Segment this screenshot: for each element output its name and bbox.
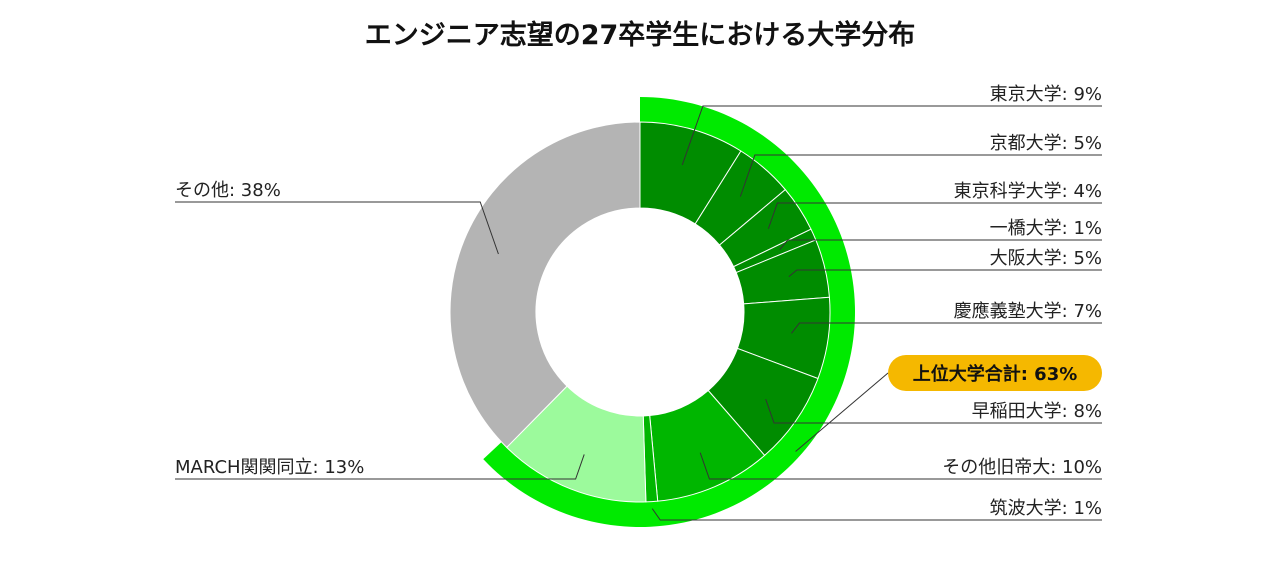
highlight-badge-background — [888, 355, 1102, 391]
highlight-leader-line — [795, 372, 889, 452]
slice-label-9: MARCH関関同立: 13% — [175, 457, 364, 478]
leader-lines — [175, 105, 1102, 521]
leader-line-3 — [779, 239, 1102, 250]
donut-slices — [449, 121, 831, 503]
slice-label-10: その他: 38% — [175, 180, 281, 201]
slice-label-1: 京都大学: 5% — [990, 133, 1102, 154]
slice-label-0: 東京大学: 9% — [990, 84, 1102, 105]
slice-label-3: 一橋大学: 1% — [990, 218, 1102, 239]
leader-line-6 — [765, 399, 1102, 424]
leader-line-4 — [788, 269, 1102, 278]
leader-line-2 — [767, 202, 1102, 229]
leader-line-8 — [651, 508, 1102, 521]
leader-line-10 — [175, 201, 499, 255]
highlight-badge: 上位大学合計: 63% — [888, 355, 1102, 391]
chart-title: エンジニア志望の27卒学生における大学分布 — [365, 19, 916, 51]
highlight-ring-arc — [483, 97, 855, 527]
slice-label-4: 大阪大学: 5% — [990, 248, 1102, 269]
leader-line-1 — [739, 154, 1102, 197]
leader-line-7 — [699, 452, 1102, 480]
slice-label-5: 慶應義塾大学: 7% — [954, 300, 1102, 322]
leader-line-5 — [791, 322, 1102, 334]
leader-line-0 — [681, 105, 1102, 166]
slice-10 — [449, 121, 641, 449]
highlight-ring — [483, 97, 855, 527]
slice-label-7: その他旧帝大: 10% — [942, 457, 1102, 478]
slice-label-2: 東京科学大学: 4% — [954, 181, 1102, 202]
slice-label-6: 早稲田大学: 8% — [972, 401, 1102, 422]
highlight-badge-label: 上位大学合計: 63% — [913, 363, 1078, 385]
leader-line-9 — [175, 454, 585, 480]
slice-labels: 東京大学: 9% 京都大学: 5% 東京科学大学: 4% 一橋大学: 1% 大阪大学: … — [175, 84, 1102, 519]
slice-label-8: 筑波大学: 1% — [990, 498, 1102, 519]
